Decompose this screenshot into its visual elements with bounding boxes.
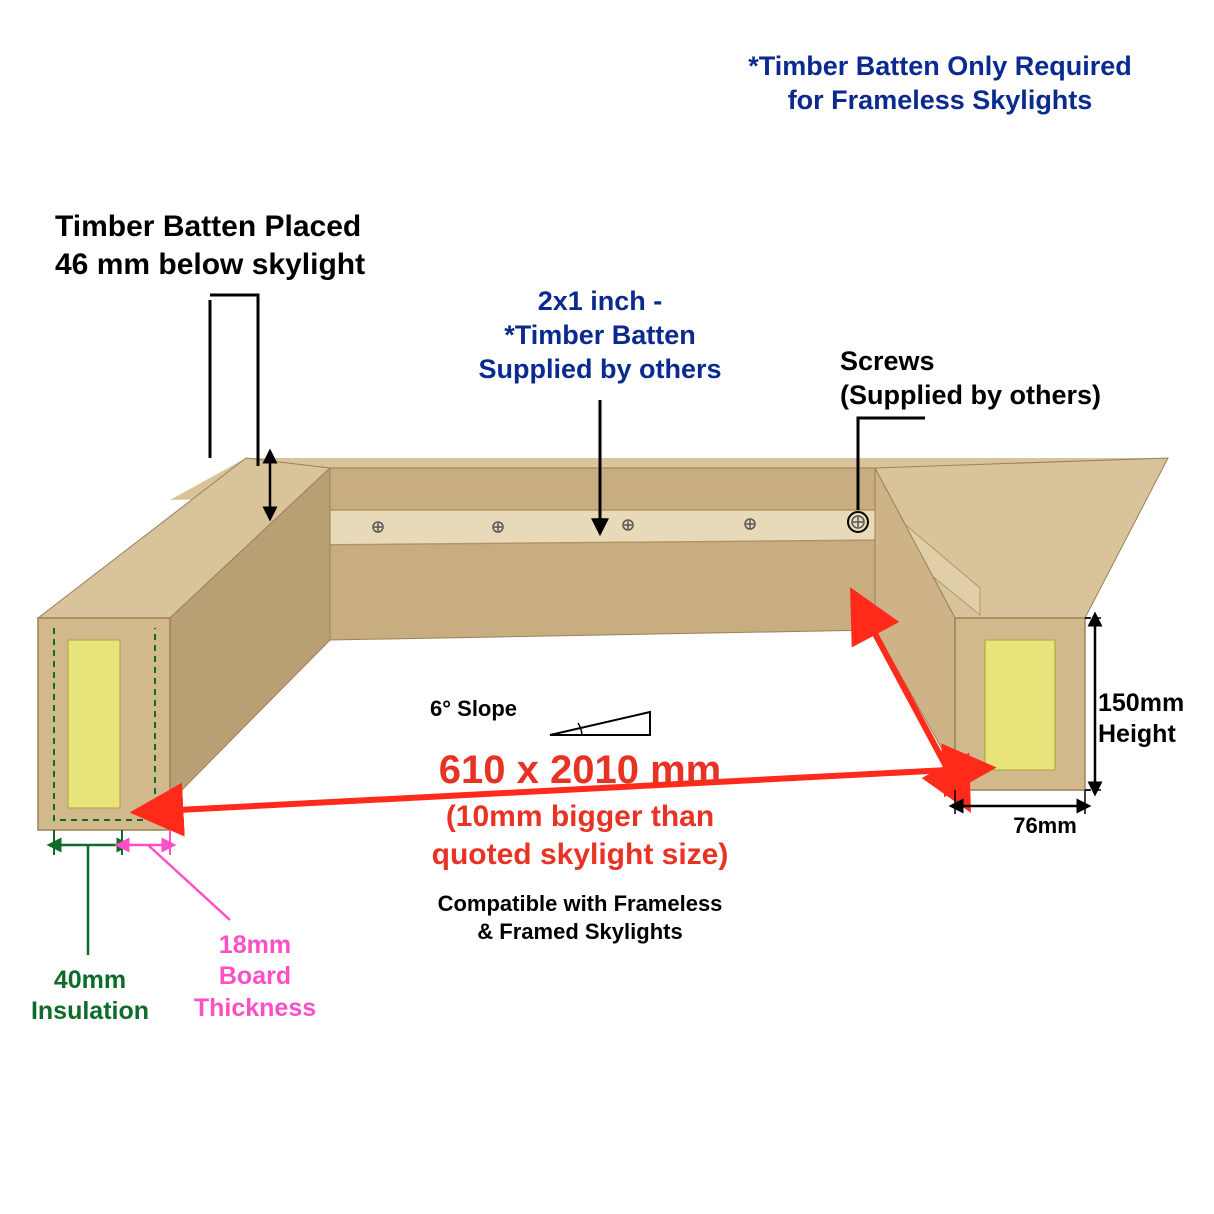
batten-placed-label: Timber Batten Placed 46 mm below skyligh…: [55, 208, 455, 283]
main-dimension-sub: (10mm bigger than quoted skylight size): [330, 798, 830, 873]
height-label: 150mm Height: [1098, 688, 1214, 751]
screws-label: Screws (Supplied by others): [840, 345, 1200, 413]
main-dimension: 610 x 2010 mm: [330, 745, 830, 795]
upstand-diagram: [0, 0, 1214, 1214]
note-top-right: *Timber Batten Only Required for Framele…: [690, 50, 1190, 118]
slope-label: 6° Slope: [430, 695, 630, 723]
base-width-label: 76mm: [995, 812, 1095, 840]
board-thickness-label: 18mm Board Thickness: [165, 930, 345, 1024]
compatible-label: Compatible with Frameless & Framed Skyli…: [330, 890, 830, 945]
insulation-label: 40mm Insulation: [0, 965, 180, 1028]
batten-supplied-label: 2x1 inch - *Timber Batten Supplied by ot…: [420, 285, 780, 386]
